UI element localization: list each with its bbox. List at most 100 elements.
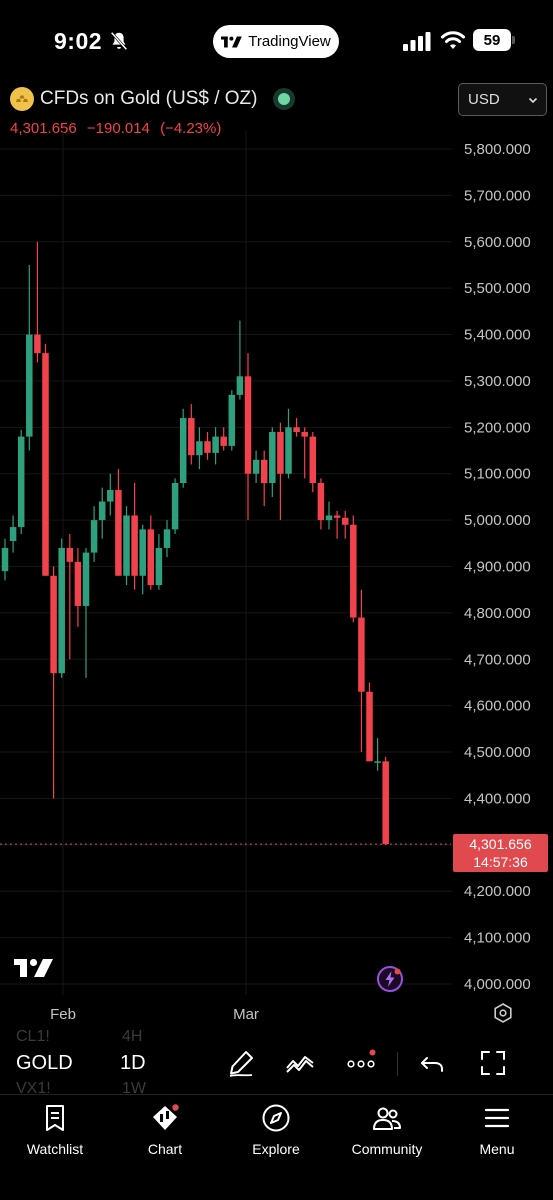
symbol-header[interactable]: CFDs on Gold (US$ / OZ) xyxy=(10,87,296,111)
flash-alert-icon[interactable] xyxy=(376,965,404,993)
candle xyxy=(196,427,203,470)
more-dots-icon[interactable] xyxy=(346,1048,376,1078)
candle-body xyxy=(212,436,219,453)
nav-menu[interactable]: Menu xyxy=(447,1103,547,1157)
candle-body xyxy=(123,515,130,576)
drawing-pen-icon[interactable] xyxy=(226,1048,256,1078)
ghost-interval-below: 1W xyxy=(122,1080,146,1097)
candle xyxy=(358,589,365,753)
currency-value: USD xyxy=(468,91,500,108)
candle xyxy=(350,515,357,623)
candle xyxy=(123,506,130,586)
candle xyxy=(58,538,65,678)
price-tick-label: 5,500.000 xyxy=(464,280,531,297)
tradingview-watermark-icon xyxy=(14,958,53,977)
market-open-status-icon xyxy=(272,88,295,110)
status-time: 9:02 xyxy=(54,28,103,54)
price-chart[interactable]: 5,800.000 5,700.000 5,600.000 5,500.000 5,40… xyxy=(0,130,553,1035)
nav-explore-label: Explore xyxy=(252,1141,300,1157)
price-tick-label: 5,600.000 xyxy=(464,234,531,251)
candle-body xyxy=(252,459,260,474)
time-tick-label: Mar xyxy=(233,1006,259,1023)
candle-body xyxy=(1,547,9,572)
price-tick-label: 5,800.000 xyxy=(464,141,531,158)
chart-settings-icon[interactable] xyxy=(492,1002,514,1024)
candle xyxy=(17,429,25,535)
gold-bars-icon xyxy=(10,87,34,111)
candle-body xyxy=(179,418,187,483)
candle-body xyxy=(236,376,244,395)
watchlist-icon xyxy=(46,1105,64,1131)
compass-icon xyxy=(262,1104,290,1132)
symbol-picker[interactable]: GOLD xyxy=(16,1052,73,1074)
candle xyxy=(285,408,292,479)
candle-body xyxy=(58,547,65,674)
candle-body xyxy=(285,427,292,474)
candle xyxy=(82,547,90,678)
candle xyxy=(171,478,179,535)
candle-body xyxy=(90,520,98,553)
candle xyxy=(333,510,341,539)
candle xyxy=(260,450,268,507)
nav-chart[interactable]: Chart xyxy=(115,1103,215,1157)
candle xyxy=(131,483,138,590)
candle-body xyxy=(309,436,317,483)
candle xyxy=(26,264,33,451)
candle xyxy=(382,756,389,845)
time-axis[interactable]: Feb Mar xyxy=(50,1006,259,1023)
nav-chart-label: Chart xyxy=(147,1141,183,1157)
status-bar: 9:02 TradingView 59 xyxy=(0,0,553,80)
fullscreen-icon[interactable] xyxy=(478,1048,508,1078)
candle-body xyxy=(9,527,17,541)
chart-icon xyxy=(153,1104,179,1130)
candle-body xyxy=(244,376,252,474)
candles xyxy=(1,241,389,845)
candle-body xyxy=(374,761,381,763)
battery-icon: 59 xyxy=(473,29,515,51)
candle xyxy=(179,408,187,488)
chart-grid xyxy=(0,130,452,995)
candle xyxy=(269,427,276,497)
price-tick-label: 4,600.000 xyxy=(464,698,531,715)
candle xyxy=(325,501,333,530)
candle xyxy=(74,547,82,627)
tradingview-pill[interactable]: TradingView xyxy=(213,25,339,58)
price-tick-label: 4,900.000 xyxy=(464,559,531,576)
candle xyxy=(42,343,49,576)
candle-body xyxy=(277,431,284,474)
candle-body xyxy=(163,529,171,548)
last-price: 4,301.656 xyxy=(10,120,77,137)
indicator-wave-icon[interactable] xyxy=(285,1048,315,1078)
nav-community[interactable]: Community xyxy=(337,1103,437,1157)
ghost-symbol-below: VX1! xyxy=(16,1080,51,1097)
candle-body xyxy=(341,517,349,525)
price-tick-label: 5,000.000 xyxy=(464,512,531,529)
candle-body xyxy=(26,334,33,437)
currency-select[interactable]: USD xyxy=(458,83,547,116)
candle-body xyxy=(107,489,114,502)
candle-body xyxy=(382,761,389,845)
candle xyxy=(374,738,381,771)
nav-watchlist[interactable]: Watchlist xyxy=(5,1103,105,1157)
candle xyxy=(90,506,98,562)
interval-picker[interactable]: 1D xyxy=(120,1052,146,1074)
undo-icon[interactable] xyxy=(418,1048,448,1078)
candle xyxy=(1,538,9,581)
candle xyxy=(236,320,244,400)
chart-toolbar: GOLD 1D xyxy=(0,1040,553,1090)
candle-body xyxy=(260,459,268,483)
price-axis[interactable]: 5,800.000 5,700.000 5,600.000 5,500.000 5,40… xyxy=(464,141,531,993)
candle xyxy=(309,431,317,493)
price-change: −190.014 xyxy=(86,120,150,137)
cellular-signal-icon xyxy=(403,32,431,51)
candle-body xyxy=(358,617,365,692)
price-tick-label: 5,700.000 xyxy=(464,187,531,204)
candle-body xyxy=(325,515,333,521)
price-tick-label: 4,400.000 xyxy=(464,790,531,807)
ghost-interval-above: 4H xyxy=(122,1028,143,1045)
candle xyxy=(244,353,252,521)
candle xyxy=(220,427,227,451)
price-tick-label: 4,100.000 xyxy=(464,930,531,947)
candle xyxy=(9,515,17,553)
nav-explore[interactable]: Explore xyxy=(226,1103,326,1157)
